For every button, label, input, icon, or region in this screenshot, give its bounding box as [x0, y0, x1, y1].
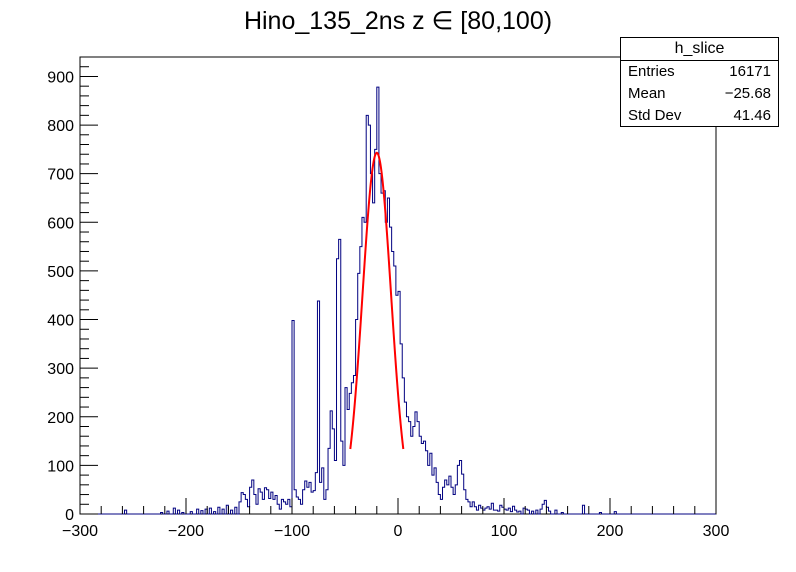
y-tick-label: 300	[47, 361, 74, 378]
chart-title: Hino_135_2ns z ∈ [80,100)	[243, 7, 553, 35]
stats-mean-label: Mean	[628, 85, 666, 102]
y-tick-label: 200	[47, 410, 74, 427]
histogram-line	[80, 86, 716, 515]
y-tick-label: 600	[47, 215, 74, 232]
stats-entries-label: Entries	[628, 63, 675, 80]
stats-entries-row: Entries 16171	[621, 61, 778, 83]
y-tick-label: 400	[47, 313, 74, 330]
x-tick-label: 300	[703, 523, 730, 540]
stats-box-name: h_slice	[621, 38, 778, 61]
y-tick-label: 800	[47, 118, 74, 135]
y-tick-label: 700	[47, 167, 74, 184]
stats-stddev-label: Std Dev	[628, 107, 682, 124]
stats-entries-value: 16171	[729, 63, 771, 80]
y-tick-label: 500	[47, 264, 74, 281]
stats-box: h_slice Entries 16171 Mean −25.68 Std De…	[620, 37, 779, 127]
gaussian-fit-line	[349, 151, 405, 450]
y-tick-label: 900	[47, 69, 74, 86]
x-tick-label: 0	[394, 523, 403, 540]
x-tick-label: 100	[491, 523, 518, 540]
y-tick-label: 0	[65, 507, 74, 524]
x-tick-label: −100	[274, 523, 310, 540]
stats-mean-value: −25.68	[724, 85, 771, 102]
y-tick-label: 100	[47, 458, 74, 475]
x-tick-label: 200	[597, 523, 624, 540]
x-tick-label: −200	[168, 523, 204, 540]
stats-mean-row: Mean −25.68	[621, 83, 778, 105]
x-tick-label: −300	[62, 523, 98, 540]
stats-stddev-row: Std Dev 41.46	[621, 105, 778, 127]
stats-stddev-value: 41.46	[733, 107, 771, 124]
